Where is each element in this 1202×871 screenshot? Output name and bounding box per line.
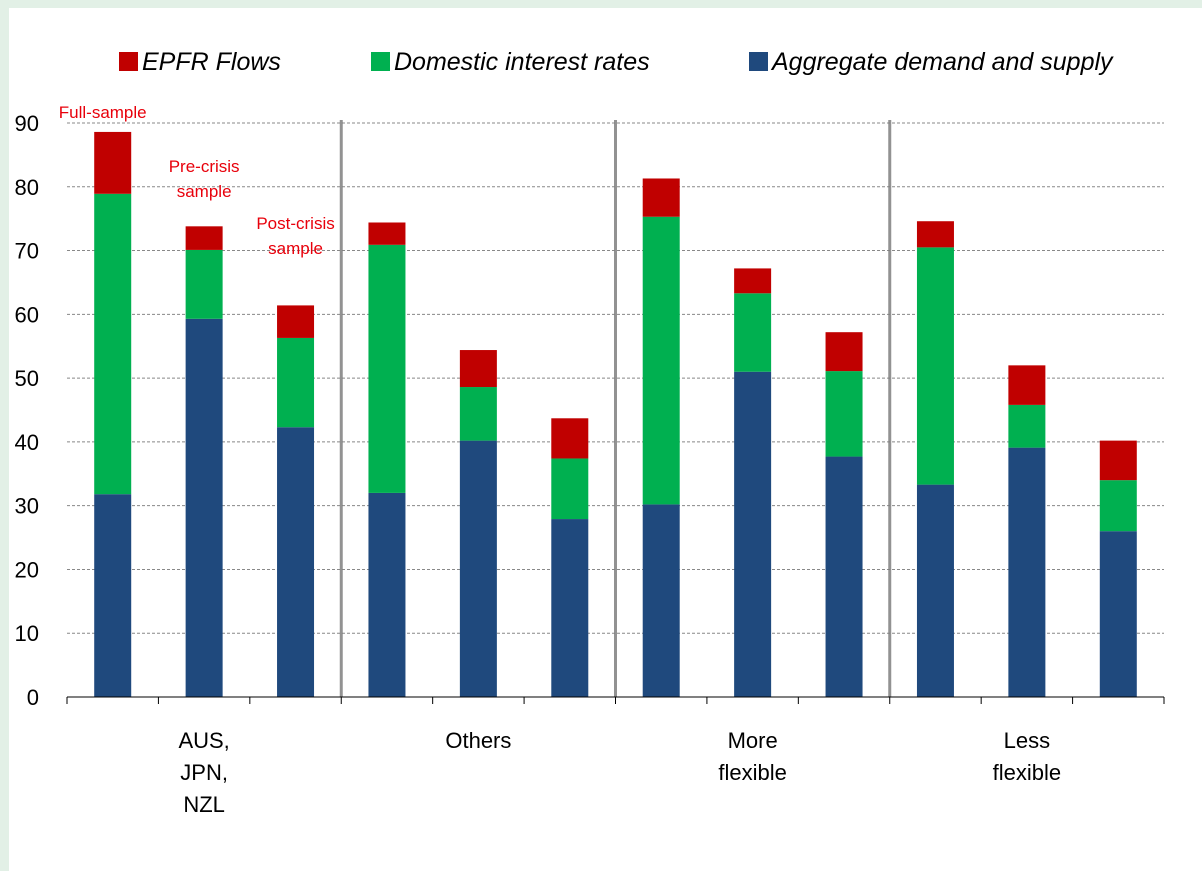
y-tick-label: 40 bbox=[15, 430, 39, 455]
y-tick-label: 0 bbox=[27, 685, 39, 710]
bar-segment bbox=[459, 350, 497, 388]
bar-segment bbox=[916, 484, 954, 697]
bar-segment bbox=[642, 504, 680, 697]
bar-segment bbox=[277, 427, 315, 697]
bar-annotation: Pre-crisis bbox=[169, 157, 240, 176]
legend-swatch bbox=[749, 52, 768, 71]
bar-annotation: Full-sample bbox=[59, 103, 147, 122]
legend-label: Aggregate demand and supply bbox=[770, 48, 1114, 76]
category-label: NZL bbox=[183, 792, 225, 817]
bar-segment bbox=[459, 387, 497, 441]
bar-annotation: sample bbox=[177, 182, 232, 201]
bar-segment bbox=[94, 494, 132, 697]
category-label: More bbox=[728, 728, 778, 753]
bar-annotation: Post-crisis bbox=[256, 214, 334, 233]
bar-annotation: sample bbox=[268, 239, 323, 258]
legend-label: EPFR Flows bbox=[142, 48, 281, 76]
bar-segment bbox=[916, 221, 954, 248]
bar-segment bbox=[642, 216, 680, 505]
bar-segment bbox=[368, 244, 406, 493]
bar-segment bbox=[642, 178, 680, 217]
bar-segment bbox=[734, 371, 772, 697]
stacked-bar-chart: 0 10 20 30 40 50 60 70 80 90 AUS, JPN, NZL Others More… bbox=[15, 48, 1165, 817]
legend-swatch bbox=[371, 52, 390, 71]
bar-segment bbox=[1099, 531, 1137, 697]
bar-segment bbox=[277, 337, 315, 428]
bar-segment bbox=[551, 458, 589, 520]
y-tick-label: 10 bbox=[15, 621, 39, 646]
y-tick-label: 90 bbox=[15, 111, 39, 136]
chart-panel: 0 10 20 30 40 50 60 70 80 90 AUS, JPN, NZL Others More… bbox=[9, 8, 1202, 871]
bar-segment bbox=[459, 440, 497, 697]
bar-segment bbox=[368, 492, 406, 697]
y-tick-label: 70 bbox=[15, 239, 39, 264]
bar-segment bbox=[368, 222, 406, 245]
category-label: Others bbox=[445, 728, 511, 753]
bar-segment bbox=[825, 332, 863, 372]
bar-segment bbox=[1099, 480, 1137, 532]
bar-segment bbox=[551, 519, 589, 697]
bar-segment bbox=[1008, 365, 1046, 405]
bar-segment bbox=[94, 193, 132, 495]
category-label: flexible bbox=[718, 760, 786, 785]
y-tick-label: 30 bbox=[15, 494, 39, 519]
bar-segment bbox=[825, 456, 863, 697]
legend-swatch bbox=[119, 52, 138, 71]
y-tick-label: 50 bbox=[15, 366, 39, 391]
bar-segment bbox=[185, 318, 223, 697]
bar-segment bbox=[185, 226, 223, 250]
bar-segment bbox=[1008, 404, 1046, 448]
bar-segment bbox=[1099, 440, 1137, 481]
bar-segment bbox=[916, 247, 954, 485]
bar-segment bbox=[1008, 447, 1046, 697]
bar-segment bbox=[277, 305, 315, 338]
bar-segment bbox=[734, 268, 772, 294]
bar-segment bbox=[551, 418, 589, 459]
category-label: flexible bbox=[993, 760, 1061, 785]
bar-segment bbox=[825, 371, 863, 457]
bar-segment bbox=[734, 293, 772, 372]
legend-label: Domestic interest rates bbox=[394, 48, 650, 76]
category-label: Less bbox=[1004, 728, 1050, 753]
bar-segment bbox=[94, 131, 132, 194]
y-tick-label: 80 bbox=[15, 175, 39, 200]
category-label: JPN, bbox=[180, 760, 228, 785]
category-label: AUS, bbox=[178, 728, 229, 753]
y-tick-label: 20 bbox=[15, 557, 39, 582]
y-tick-label: 60 bbox=[15, 302, 39, 327]
bar-segment bbox=[185, 249, 223, 319]
